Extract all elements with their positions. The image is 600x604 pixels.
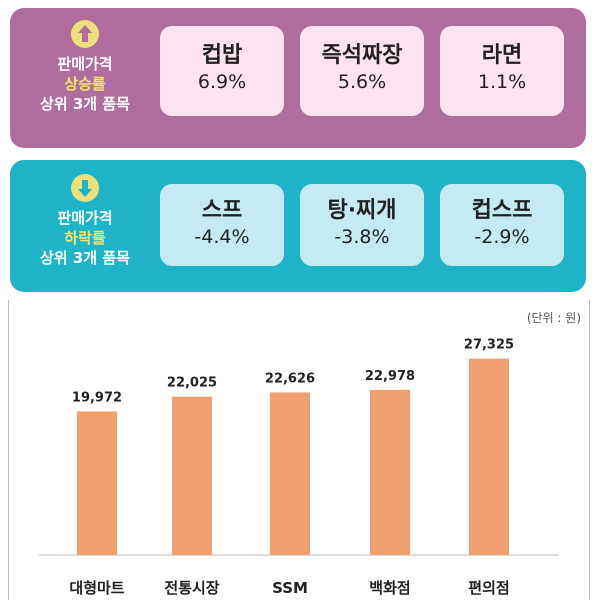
decrease-card: 컵스프 -2.9% <box>440 184 564 266</box>
bar-value-label: 19,972 <box>72 390 122 405</box>
decrease-label-line1: 판매가격 <box>57 209 113 227</box>
category-label: SSM <box>272 579 308 597</box>
decrease-card: 탕·찌개 -3.8% <box>300 184 424 266</box>
bar-전통시장 <box>172 396 212 555</box>
bars-group: 19,972 대형마트 22,025 전통시장 22,626 SSM 22,978 백화점 27… <box>69 338 514 597</box>
increase-item-value: 5.6% <box>337 71 387 93</box>
decrease-item-name: 스프 <box>201 198 243 223</box>
increase-item-value: 1.1% <box>477 71 527 93</box>
decrease-item-name: 탕·찌개 <box>327 198 397 223</box>
decrease-item-value: -3.8% <box>334 226 390 248</box>
decrease-label-line3: 상위 3개 품목 <box>40 249 130 267</box>
decrease-label-block: 판매가격 하락률 상위 3개 품목 <box>10 174 160 268</box>
arrow-up-circle-icon <box>71 20 99 48</box>
bar-value-label: 22,978 <box>365 369 415 384</box>
increase-label-line3: 상위 3개 품목 <box>40 95 130 113</box>
increase-label-block: 판매가격 상승률 상위 3개 품목 <box>10 20 160 114</box>
increase-label-line1: 판매가격 <box>57 55 113 73</box>
unit-note: (단위 : 원) <box>527 311 581 325</box>
decrease-label-line2: 하락률 <box>64 229 106 247</box>
increase-card: 컵밥 6.9% <box>160 26 284 116</box>
arrow-down-circle-icon <box>71 174 99 202</box>
decrease-item-value: -2.9% <box>474 226 530 248</box>
increase-item-name: 즉석짜장 <box>321 43 403 68</box>
category-label: 전통시장 <box>164 579 219 597</box>
bar-SSM <box>270 392 310 555</box>
decrease-item-name: 컵스프 <box>471 198 533 223</box>
bar-편의점 <box>469 358 509 555</box>
bar-대형마트 <box>77 411 117 555</box>
category-label: 편의점 <box>468 579 509 597</box>
increase-item-name: 컵밥 <box>201 43 243 68</box>
bar-value-label: 22,025 <box>167 376 217 391</box>
increase-card: 라면 1.1% <box>440 26 564 116</box>
price-bar-chart: (단위 : 원) 19,972 대형마트 22,025 전통시장 22,626 SSM 22… <box>8 300 590 600</box>
increase-label-line2: 상승률 <box>64 75 106 93</box>
price-decrease-panel: 판매가격 하락률 상위 3개 품목 스프 -4.4% 탕·찌개 -3.8% 컵스… <box>10 160 586 292</box>
bar-value-label: 27,325 <box>464 338 514 353</box>
bar-value-label: 22,626 <box>265 371 315 386</box>
category-label: 대형마트 <box>69 579 124 597</box>
decrease-card: 스프 -4.4% <box>160 184 284 266</box>
increase-item-value: 6.9% <box>197 71 247 93</box>
decrease-item-value: -4.4% <box>194 226 250 248</box>
increase-card: 즉석짜장 5.6% <box>300 26 424 116</box>
bar-백화점 <box>370 389 410 555</box>
price-increase-panel: 판매가격 상승률 상위 3개 품목 컵밥 6.9% 즉석짜장 5.6% 라면 1… <box>10 8 586 148</box>
increase-item-name: 라면 <box>481 43 523 68</box>
category-label: 백화점 <box>369 579 410 597</box>
bar-chart-svg: (단위 : 원) 19,972 대형마트 22,025 전통시장 22,626 SSM 22… <box>39 311 581 597</box>
